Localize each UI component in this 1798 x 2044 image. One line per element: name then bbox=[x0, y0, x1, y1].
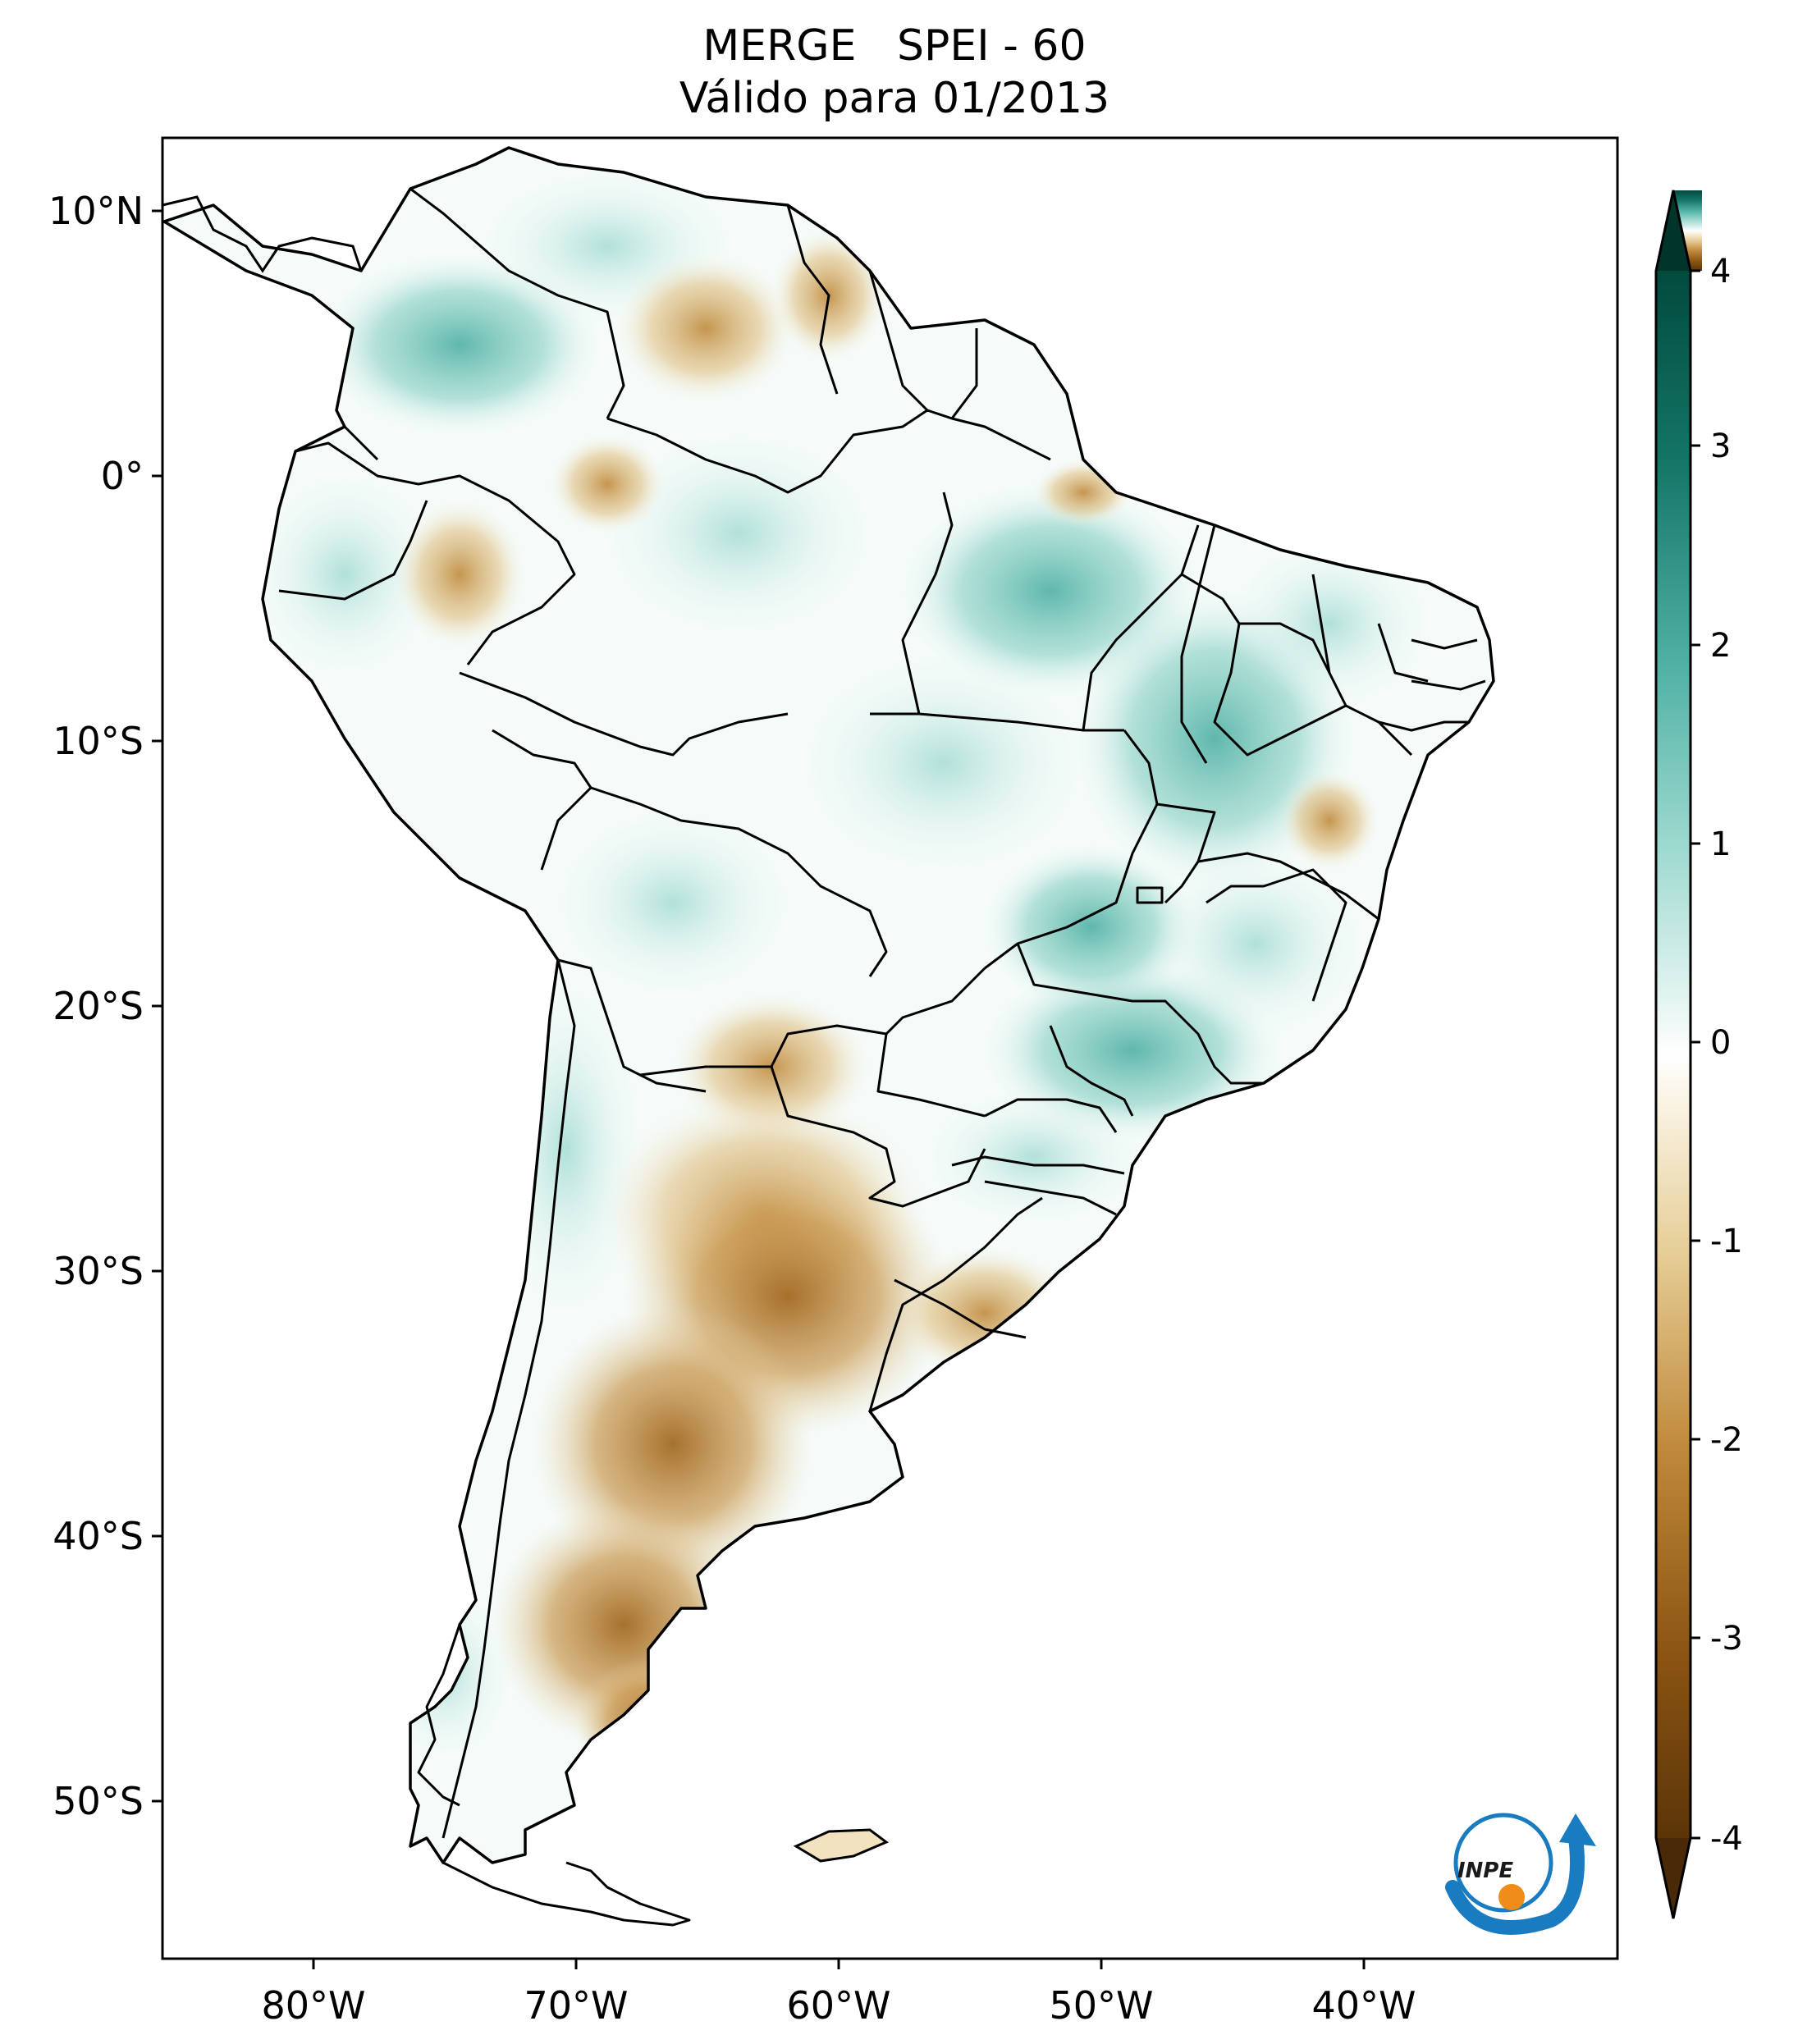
lat-tick-label: 0° bbox=[101, 454, 144, 498]
colorbar-tick-label: -1 bbox=[1710, 1223, 1743, 1260]
colorbar: 4 3 2 1 0 -1 -2 -3 -4 bbox=[1654, 190, 1743, 1919]
lat-tick-label: 10°S bbox=[53, 719, 144, 763]
map-title: MERGE SPEI - 60 bbox=[702, 21, 1087, 71]
colorbar-tick-label: -3 bbox=[1710, 1620, 1743, 1658]
lat-tick-label: 40°S bbox=[53, 1514, 144, 1558]
lat-tick-label: 50°S bbox=[53, 1779, 144, 1823]
lon-tick-label: 60°W bbox=[786, 1983, 890, 2028]
map-subtitle: Válido para 01/2013 bbox=[679, 74, 1110, 123]
colorbar-extend-min bbox=[1656, 1838, 1690, 1918]
coastline bbox=[162, 146, 1495, 1864]
logo-arrowhead bbox=[1559, 1813, 1596, 1846]
falkland-islands bbox=[793, 1828, 889, 1863]
lon-tick-label: 80°W bbox=[261, 1983, 365, 2028]
colorbar-tick-label: 0 bbox=[1710, 1024, 1731, 1062]
logo-swoosh bbox=[1445, 1831, 1585, 1935]
lon-ticks bbox=[312, 1959, 1366, 1969]
inpe-logo: INPE bbox=[1445, 1813, 1596, 1935]
lat-tick-labels: 10°N 0° 10°S 20°S 30°S 40°S 50°S bbox=[48, 189, 144, 1823]
lon-tick-label: 50°W bbox=[1049, 1983, 1153, 2028]
logo-sun bbox=[1498, 1884, 1525, 1910]
central-america-border bbox=[162, 195, 363, 273]
lon-tick-label: 70°W bbox=[524, 1983, 628, 2028]
political-borders bbox=[278, 187, 1486, 1927]
colorbar-tick-label: 1 bbox=[1710, 825, 1731, 863]
lat-ticks bbox=[152, 209, 162, 1803]
colorbar-tick-label: -2 bbox=[1710, 1421, 1743, 1459]
colorbar-body bbox=[1656, 271, 1690, 1838]
logo-ring bbox=[1453, 1813, 1553, 1913]
lat-tick-label: 20°S bbox=[53, 984, 144, 1028]
lon-tick-label: 40°W bbox=[1311, 1983, 1416, 2028]
lon-tick-labels: 80°W 70°W 60°W 50°W 40°W bbox=[261, 1983, 1416, 2028]
colorbar-tick-label: 2 bbox=[1710, 627, 1731, 665]
colorbar-tick-label: -4 bbox=[1710, 1820, 1743, 1858]
logo-text: INPE bbox=[1457, 1859, 1513, 1883]
colorbar-tick-label: 3 bbox=[1710, 428, 1731, 465]
colorbar-tick-label: 4 bbox=[1710, 253, 1731, 290]
lat-tick-label: 30°S bbox=[53, 1249, 144, 1293]
lat-tick-label: 10°N bbox=[48, 189, 144, 233]
colorbar-extend-max bbox=[1656, 190, 1690, 271]
